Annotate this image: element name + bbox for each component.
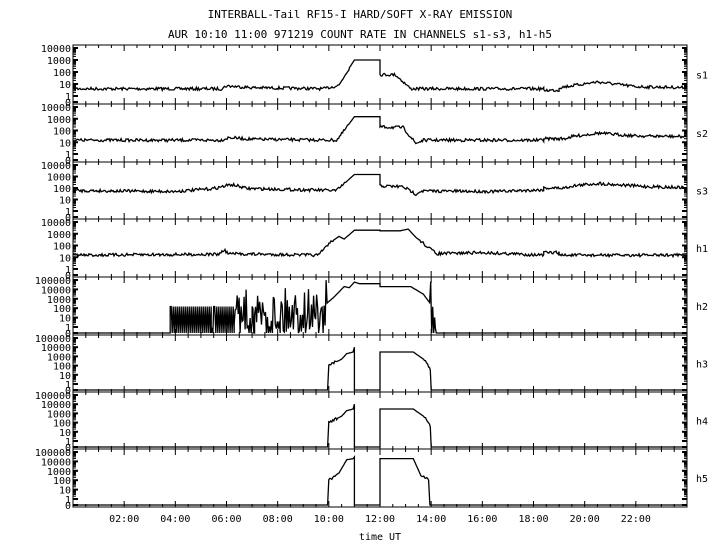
y-tick-label: 0 [65, 501, 71, 512]
y-tick-label: 0 [65, 329, 71, 340]
y-tick-label: 100000 [35, 391, 71, 402]
y-tick-label: 10000 [41, 285, 71, 296]
panel-label-s1: s1 [696, 71, 708, 82]
y-tick-label: 1 [65, 437, 71, 448]
y-tick-label: 1000 [47, 56, 71, 67]
y-tick-label: 100 [53, 362, 71, 373]
y-tick-label: 10000 [41, 103, 71, 114]
y-tick-label: 10 [59, 138, 71, 149]
y-tick-label: 0 [65, 156, 71, 167]
y-tick-label: 1000 [47, 409, 71, 420]
y-tick-label: 10000 [41, 218, 71, 229]
panel-label-h4: h4 [696, 417, 708, 428]
y-tick-label: 1000 [47, 352, 71, 363]
y-tick-label: 0 [65, 213, 71, 224]
y-tick-label: 10 [59, 314, 71, 325]
series-line-h3 [73, 347, 687, 391]
y-tick-label: 100000 [35, 276, 71, 287]
series-line-s1 [72, 59, 688, 93]
panel-frame-s3 [72, 161, 688, 220]
panel-label-h5: h5 [696, 474, 708, 485]
x-tick-label: 04:00 [160, 514, 190, 525]
panel-label-h3: h3 [696, 360, 708, 371]
chart-title: INTERBALL-Tail RF15-I HARD/SOFT X-RAY EM… [207, 8, 513, 21]
y-tick-label: 100000 [35, 448, 71, 459]
x-tick-label: 12:00 [365, 514, 395, 525]
y-tick-label: 1000 [47, 173, 71, 184]
y-tick-label: 1 [65, 207, 71, 218]
y-tick-label: 10 [59, 80, 71, 91]
x-tick-label: 20:00 [570, 514, 600, 525]
series-line-h4 [73, 404, 687, 448]
y-tick-label: 1 [65, 265, 71, 276]
y-tick-label: 10 [59, 371, 71, 382]
x-tick-label: 18:00 [518, 514, 548, 525]
y-tick-label: 1 [65, 92, 71, 103]
panel-label-s3: s3 [696, 187, 708, 198]
x-tick-label: 16:00 [467, 514, 497, 525]
y-tick-label: 1 [65, 380, 71, 391]
y-tick-label: 1 [65, 495, 71, 506]
y-tick-label: 1 [65, 323, 71, 334]
y-tick-label: 1000 [47, 467, 71, 478]
y-tick-label: 100 [53, 184, 71, 195]
panel-label-s2: s2 [696, 129, 708, 140]
x-tick-label: 14:00 [416, 514, 446, 525]
x-tick-label: 08:00 [263, 514, 293, 525]
y-tick-label: 0 [65, 443, 71, 454]
x-tick-label: 06:00 [211, 514, 241, 525]
y-tick-label: 100 [53, 127, 71, 138]
y-tick-label: 10 [59, 428, 71, 439]
x-tick-label: 22:00 [621, 514, 651, 525]
y-tick-label: 100 [53, 419, 71, 430]
y-tick-label: 0 [65, 386, 71, 397]
series-line-s2 [72, 116, 687, 145]
y-tick-label: 100000 [35, 334, 71, 345]
y-tick-label: 10000 [41, 343, 71, 354]
y-tick-label: 100 [53, 304, 71, 315]
y-tick-label: 0 [65, 271, 71, 282]
y-tick-label: 100 [53, 68, 71, 79]
y-tick-label: 1 [65, 150, 71, 161]
y-tick-label: 100 [53, 242, 71, 253]
x-tick-label: 10:00 [314, 514, 344, 525]
y-tick-label: 10 [59, 196, 71, 207]
series-line-h2 [73, 280, 687, 334]
panel-label-h2: h2 [696, 302, 708, 313]
chart-subtitle: AUR 10:10 11:00 971219 COUNT RATE IN CHA… [167, 28, 553, 41]
x-axis-label: time UT [359, 532, 401, 543]
y-tick-label: 10 [59, 486, 71, 497]
series-line-h5 [73, 454, 687, 506]
y-tick-label: 10000 [41, 44, 71, 55]
y-tick-label: 1000 [47, 230, 71, 241]
y-tick-label: 10 [59, 253, 71, 264]
y-tick-label: 100 [53, 476, 71, 487]
y-tick-label: 1000 [47, 295, 71, 306]
series-line-s3 [72, 173, 688, 197]
x-tick-label: 02:00 [109, 514, 139, 525]
y-tick-label: 10000 [41, 161, 71, 172]
y-tick-label: 10000 [41, 457, 71, 468]
y-tick-label: 1000 [47, 115, 71, 126]
panel-frame-h1 [72, 218, 688, 278]
y-tick-label: 10000 [41, 400, 71, 411]
panel-label-h1: h1 [696, 244, 708, 255]
y-tick-label: 0 [65, 98, 71, 109]
series-line-h1 [72, 228, 688, 259]
